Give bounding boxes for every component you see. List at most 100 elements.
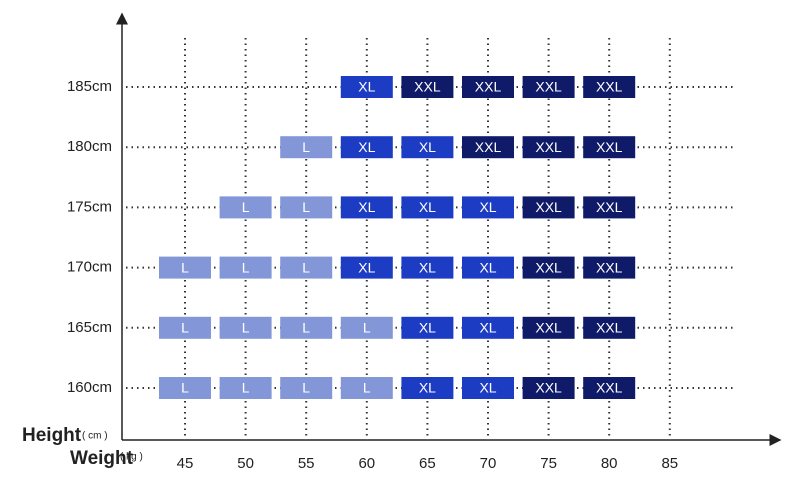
size-label: XL [419,139,436,155]
size-label: XL [479,320,496,336]
size-cell [401,316,454,339]
size-label: L [242,380,250,396]
size-label: XXL [535,199,562,215]
size-label: L [363,380,371,396]
size-label: XXL [596,79,623,95]
size-label: XXL [535,320,562,336]
size-label: L [302,259,310,275]
size-cell [462,256,514,279]
size-label: XXL [414,79,441,95]
weight-label: 85 [661,455,678,472]
size-label: XL [419,320,436,336]
height-label: 185cm [67,78,112,95]
size-label: XL [479,380,496,396]
size-label: XXL [535,259,562,275]
height-label: 180cm [67,138,112,155]
size-label: L [242,320,250,336]
size-cell [340,377,393,399]
size-cell [340,196,393,219]
size-cell [462,377,514,399]
y-axis-label: Height [22,425,82,446]
size-cell [280,256,333,279]
weight-label: 65 [419,455,436,472]
size-label: XL [358,199,375,215]
size-label: L [242,199,250,215]
size-label: XL [358,139,375,155]
size-cell [522,256,575,279]
size-cell [280,196,333,219]
size-cell [583,377,636,399]
weight-label: 55 [298,455,315,472]
size-cell [401,196,454,219]
size-cell [522,136,575,159]
size-cell [522,196,575,219]
size-label: XL [419,199,436,215]
size-cell [280,377,333,399]
size-cell [280,316,333,339]
x-axis-unit: ( kg ) [120,452,143,463]
size-label: XL [479,199,496,215]
size-label: XL [358,79,375,95]
size-cell [462,316,514,339]
size-label: L [302,380,310,396]
size-label: XL [419,380,436,396]
size-cell [219,377,272,399]
size-label: L [181,380,189,396]
size-label: XXL [596,139,623,155]
size-cell [583,316,636,339]
size-label: XL [479,259,496,275]
size-cell [401,377,454,399]
size-label: L [302,199,310,215]
size-label: XXL [475,79,502,95]
size-label: L [242,259,250,275]
y-axis-unit: ( cm ) [82,431,108,442]
size-label: XXL [596,380,623,396]
weight-label: 60 [358,455,375,472]
size-cell [401,76,454,98]
size-label: XL [419,259,436,275]
size-label: L [302,139,310,155]
size-cell [522,377,575,399]
weight-label: 50 [237,455,254,472]
x-axis-label: Weight [70,448,134,469]
size-cell [583,76,636,98]
size-cell [462,136,514,159]
size-cell [340,76,393,98]
size-cell [401,136,454,159]
size-label: XXL [535,79,562,95]
size-label: XL [358,259,375,275]
size-cell [401,256,454,279]
height-label: 165cm [67,319,112,336]
weight-label: 75 [540,455,557,472]
size-label: XXL [475,139,502,155]
size-cell [462,76,514,98]
size-cell [219,196,272,219]
size-cell [280,136,333,159]
size-label: XXL [596,199,623,215]
size-cell [219,256,272,279]
size-cell [583,256,636,279]
size-cell [219,316,272,339]
weight-label: 45 [177,455,194,472]
size-label: L [181,320,189,336]
weight-label: 70 [480,455,497,472]
size-cell [583,196,636,219]
size-cell [340,136,393,159]
size-cell [159,256,211,279]
size-cell [522,76,575,98]
size-cell [159,316,211,339]
size-cell [340,316,393,339]
weight-label: 80 [601,455,618,472]
size-label: XXL [535,139,562,155]
size-label: XXL [596,320,623,336]
size-cell [340,256,393,279]
size-cell [583,136,636,159]
size-cell [159,377,211,399]
size-label: XXL [535,380,562,396]
size-label: L [363,320,371,336]
size-cell [522,316,575,339]
height-label: 170cm [67,259,112,276]
size-label: L [181,259,189,275]
size-label: XXL [596,259,623,275]
